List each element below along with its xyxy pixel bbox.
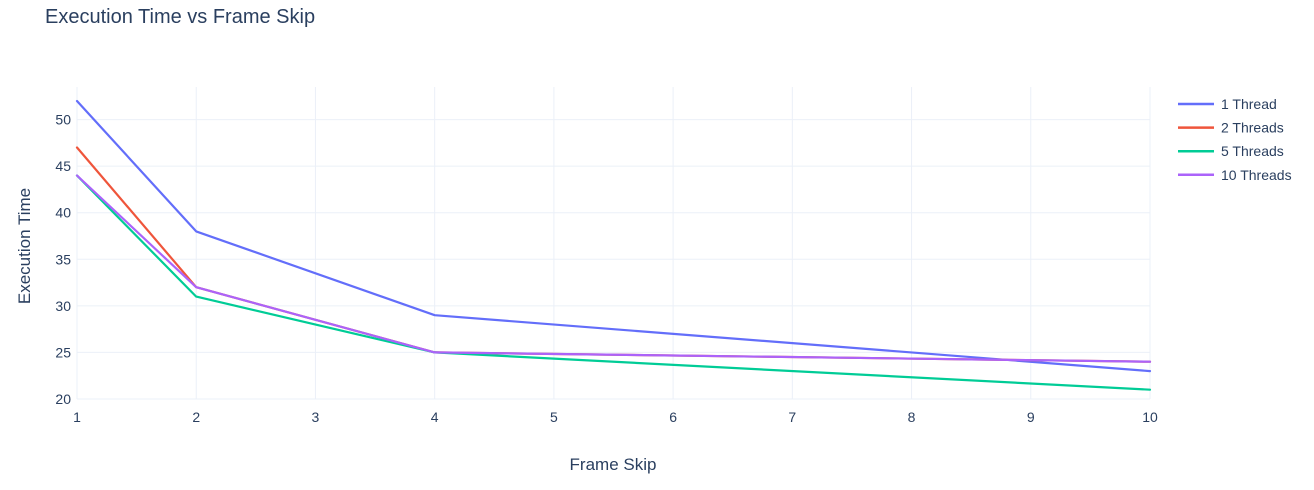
y-tick-label: 20 <box>55 391 71 407</box>
y-tick-label: 45 <box>55 158 71 174</box>
x-tick-label: 1 <box>73 409 81 425</box>
grid <box>76 87 1151 400</box>
y-tick-label: 40 <box>55 205 71 221</box>
legend-item[interactable]: 10 Threads <box>1178 167 1292 183</box>
y-axis-label: Execution Time <box>15 188 34 304</box>
x-tick-label: 8 <box>908 409 916 425</box>
x-axis-ticks: 1 2 3 4 5 6 7 8 9 10 <box>73 409 1158 425</box>
y-tick-label: 25 <box>55 344 71 360</box>
x-tick-label: 10 <box>1142 409 1158 425</box>
series-line <box>75 174 1152 363</box>
series-line <box>75 174 1152 391</box>
y-tick-label: 50 <box>55 112 71 128</box>
y-tick-label: 35 <box>55 251 71 267</box>
legend-item[interactable]: 2 Threads <box>1178 120 1284 136</box>
legend-label: 5 Threads <box>1221 143 1284 159</box>
legend-item[interactable]: 1 Thread <box>1178 96 1277 112</box>
legend-label: 1 Thread <box>1221 96 1277 112</box>
series-lines <box>75 99 1152 391</box>
legend-label: 2 Threads <box>1221 120 1284 136</box>
x-tick-label: 9 <box>1027 409 1035 425</box>
legend[interactable]: 1 Thread 2 Threads 5 Threads 10 Threads <box>1178 96 1292 183</box>
y-axis-ticks: 20 25 30 35 40 45 50 <box>55 112 71 407</box>
legend-item[interactable]: 5 Threads <box>1178 143 1284 159</box>
chart-title: Execution Time vs Frame Skip <box>45 6 315 28</box>
legend-label: 10 Threads <box>1221 167 1292 183</box>
x-tick-label: 4 <box>431 409 439 425</box>
x-tick-label: 6 <box>669 409 677 425</box>
series-line <box>75 99 1152 373</box>
x-tick-label: 3 <box>312 409 320 425</box>
x-tick-label: 5 <box>550 409 558 425</box>
x-tick-label: 2 <box>192 409 200 425</box>
y-tick-label: 30 <box>55 298 71 314</box>
x-axis-label: Frame Skip <box>570 455 657 474</box>
x-tick-label: 7 <box>788 409 796 425</box>
